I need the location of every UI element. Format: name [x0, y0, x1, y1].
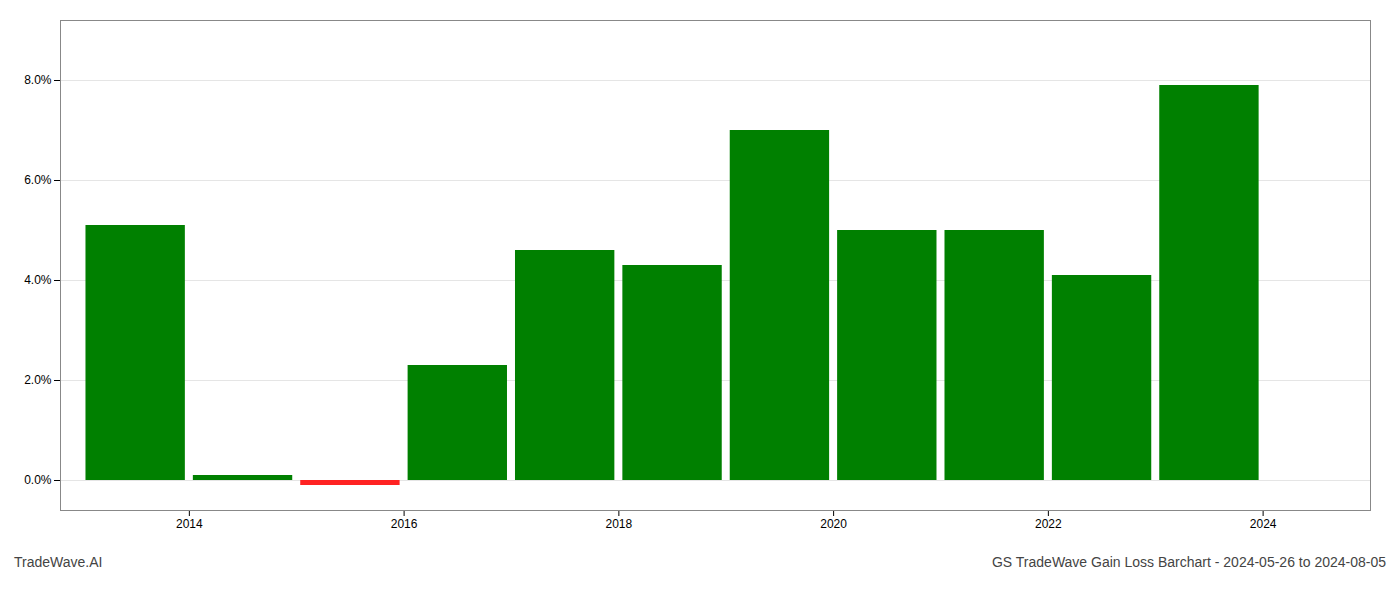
svg-text:2.0%: 2.0% — [24, 373, 52, 387]
svg-text:2016: 2016 — [391, 517, 418, 531]
html-text:TradeWave.AI: TradeWave.AI — [14, 554, 103, 570]
svg-text:2022: 2022 — [1035, 517, 1062, 531]
svg-text:6.0%: 6.0% — [24, 173, 52, 187]
svg-text:2014: 2014 — [176, 517, 203, 531]
svg-text:0.0%: 0.0% — [24, 473, 52, 487]
svg-text:2024: 2024 — [1250, 517, 1277, 531]
svg-text:8.0%: 8.0% — [24, 73, 52, 87]
svg-text:2018: 2018 — [606, 517, 633, 531]
svg-text:2020: 2020 — [820, 517, 847, 531]
svg-text:4.0%: 4.0% — [24, 273, 52, 287]
html-text:GS TradeWave Gain Loss Barchar: GS TradeWave Gain Loss Barchart - 2024-0… — [992, 554, 1386, 570]
